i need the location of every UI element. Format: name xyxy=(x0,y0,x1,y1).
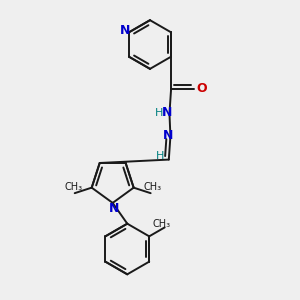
Text: CH₃: CH₃ xyxy=(64,182,82,192)
Text: H: H xyxy=(154,107,163,118)
Text: N: N xyxy=(109,202,119,215)
Text: N: N xyxy=(120,24,130,37)
Text: CH₃: CH₃ xyxy=(143,182,161,192)
Text: N: N xyxy=(163,129,173,142)
Text: O: O xyxy=(196,82,207,95)
Text: H: H xyxy=(155,151,164,161)
Text: CH₃: CH₃ xyxy=(152,218,170,229)
Text: N: N xyxy=(162,106,172,119)
